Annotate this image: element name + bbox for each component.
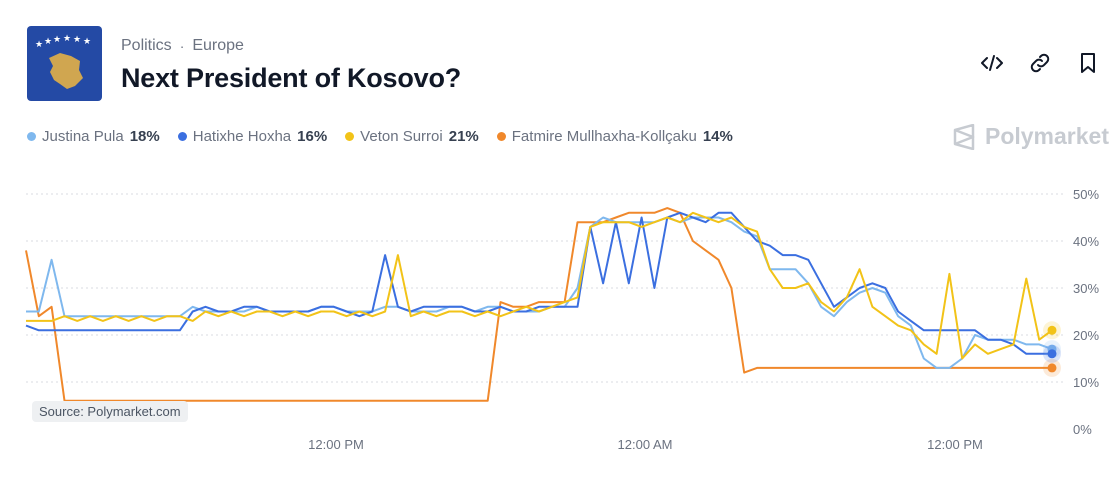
copy-link-button[interactable] bbox=[1029, 52, 1051, 74]
legend-dot bbox=[345, 132, 355, 141]
bookmark-icon bbox=[1081, 53, 1095, 73]
legend-label: Justina Pula bbox=[42, 128, 124, 145]
series-line-justina-pula bbox=[26, 216, 1053, 369]
breadcrumb-politics[interactable]: Politics bbox=[121, 37, 172, 54]
svg-text:★: ★ bbox=[44, 37, 52, 47]
svg-text:★: ★ bbox=[53, 35, 61, 45]
embed-button[interactable] bbox=[981, 52, 1003, 74]
legend-value: 21% bbox=[448, 128, 479, 145]
breadcrumb-europe[interactable]: Europe bbox=[192, 37, 244, 54]
y-tick-label: 0% bbox=[1073, 422, 1092, 437]
series-line-fatmire-mullhaxha-koll-aku bbox=[25, 207, 1052, 402]
svg-text:★: ★ bbox=[63, 34, 71, 44]
series-line-hatixhe-hoxha bbox=[25, 211, 1052, 355]
legend-value: 16% bbox=[297, 128, 328, 145]
legend-label: Fatmire Mullhaxha-Kollçaku bbox=[511, 128, 697, 145]
bookmark-button[interactable] bbox=[1077, 52, 1099, 74]
end-marker bbox=[1047, 349, 1057, 359]
brand-label: Polymarket bbox=[984, 123, 1109, 149]
chart-legend: Justina Pula 18% Hatixhe Hoxha 16% Veton… bbox=[27, 128, 733, 145]
breadcrumb: Politics · Europe bbox=[121, 37, 244, 55]
polymarket-watermark: Polymarket bbox=[953, 123, 1109, 150]
svg-text:★: ★ bbox=[35, 40, 43, 50]
legend-dot bbox=[496, 132, 506, 141]
legend-item-justina-pula[interactable]: Justina Pula 18% bbox=[27, 128, 160, 145]
market-title: Next President of Kosovo? bbox=[121, 63, 462, 93]
legend-item-hatixhe-hoxha[interactable]: Hatixhe Hoxha 16% bbox=[177, 128, 328, 145]
footer-strip bbox=[0, 490, 1119, 500]
action-bar bbox=[981, 52, 1099, 74]
source-label: Source: Polymarket.com bbox=[32, 401, 188, 422]
y-tick-label: 40% bbox=[1073, 234, 1099, 249]
y-tick-label: 50% bbox=[1073, 187, 1099, 202]
legend-label: Hatixhe Hoxha bbox=[192, 128, 292, 145]
x-tick-label: 12:00 AM bbox=[618, 437, 673, 452]
polymarket-logo-icon bbox=[953, 123, 975, 150]
series-line-veton-surroi bbox=[26, 211, 1053, 360]
link-icon bbox=[1030, 53, 1050, 73]
legend-label: Veton Surroi bbox=[360, 128, 443, 145]
legend-dot bbox=[27, 132, 36, 141]
kosovo-flag-icon: ★ ★ ★ ★ ★ ★ bbox=[27, 26, 102, 101]
y-tick-label: 30% bbox=[1073, 281, 1099, 296]
price-history-chart: 0% 10% 20% 30% 40% 50% 12:00 PM 12:00 AM 12:00 P… bbox=[25, 187, 1099, 452]
y-tick-label: 10% bbox=[1073, 375, 1099, 390]
svg-text:★: ★ bbox=[83, 37, 91, 47]
end-marker bbox=[1047, 325, 1057, 335]
end-marker bbox=[1047, 363, 1057, 373]
legend-item-fatmire-mullhaxha-kollcaku[interactable]: Fatmire Mullhaxha-Kollçaku 14% bbox=[496, 128, 733, 145]
svg-text:★: ★ bbox=[73, 35, 81, 45]
breadcrumb-separator: · bbox=[179, 38, 185, 54]
x-tick-label: 12:00 PM bbox=[308, 437, 364, 452]
y-tick-label: 20% bbox=[1073, 328, 1099, 343]
legend-item-veton-surroi[interactable]: Veton Surroi 21% bbox=[345, 128, 479, 145]
legend-value: 14% bbox=[702, 128, 733, 145]
legend-value: 18% bbox=[129, 128, 160, 145]
embed-icon bbox=[981, 55, 1003, 71]
chart-area: 0% 10% 20% 30% 40% 50% 12:00 PM 12:00 AM 12:00 P… bbox=[0, 170, 1119, 460]
legend-dot bbox=[177, 132, 187, 141]
x-tick-label: 12:00 PM bbox=[927, 437, 983, 452]
